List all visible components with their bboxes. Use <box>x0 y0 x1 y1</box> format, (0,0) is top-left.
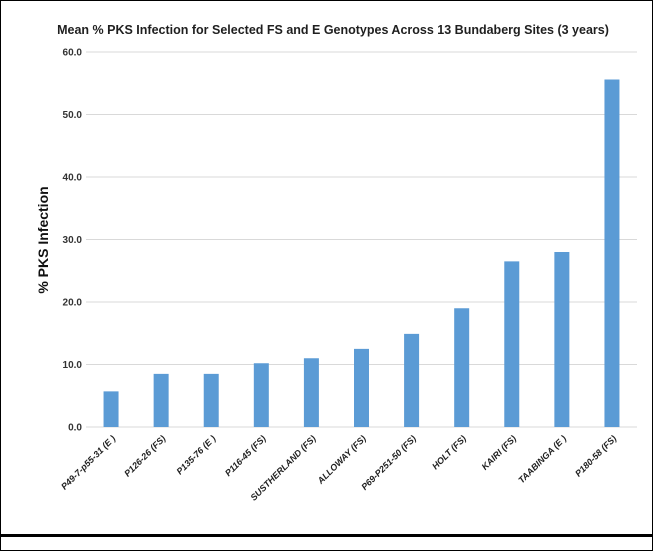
x-tick-label: P126-26 (FS) <box>122 433 167 478</box>
x-tick-label: P116-45 (FS) <box>223 433 268 478</box>
chart-title: Mean % PKS Infection for Selected FS and… <box>57 23 609 37</box>
x-tick-label: P69-P251-50 (FS) <box>359 433 418 492</box>
y-tick-label: 10.0 <box>63 360 83 371</box>
bar <box>354 348 369 427</box>
y-tick-label: 20.0 <box>63 298 83 309</box>
bar <box>604 79 620 427</box>
y-tick-label: 30.0 <box>63 235 83 246</box>
y-axis-label: % PKS Infection <box>35 186 51 293</box>
y-tick-label: 50.0 <box>63 110 83 121</box>
bar <box>303 358 319 427</box>
bottom-rule <box>0 534 653 537</box>
bar <box>103 391 119 427</box>
x-tick-label: P180-58 (FS) <box>573 433 618 478</box>
bar <box>253 363 269 427</box>
y-tick-label: 0.0 <box>68 423 82 434</box>
bar <box>554 252 570 427</box>
x-tick-label: TAABINGA (E ) <box>516 433 568 485</box>
y-tick-labels: 0.0 10.0 20.0 30.0 40.0 50.0 60.0 <box>63 48 83 434</box>
x-tick-label: KAIRI (FS) <box>480 433 519 472</box>
bar <box>153 373 169 427</box>
bars <box>103 79 620 427</box>
y-tick-label: 40.0 <box>63 173 83 184</box>
bar <box>404 333 420 427</box>
x-tick-label: ALLOWAY (FS) <box>315 433 368 486</box>
bar <box>203 373 219 427</box>
x-tick-label: P49-7-p55-31 (E ) <box>59 433 117 491</box>
bar <box>504 261 520 427</box>
x-tick-labels: P49-7-p55-31 (E ) P126-26 (FS) P135-76 (E … <box>59 433 618 502</box>
y-tick-label: 60.0 <box>63 48 83 59</box>
x-tick-label: P135-76 (E ) <box>174 433 217 476</box>
x-tick-label: HOLT (FS) <box>430 433 468 471</box>
bar <box>454 308 470 427</box>
